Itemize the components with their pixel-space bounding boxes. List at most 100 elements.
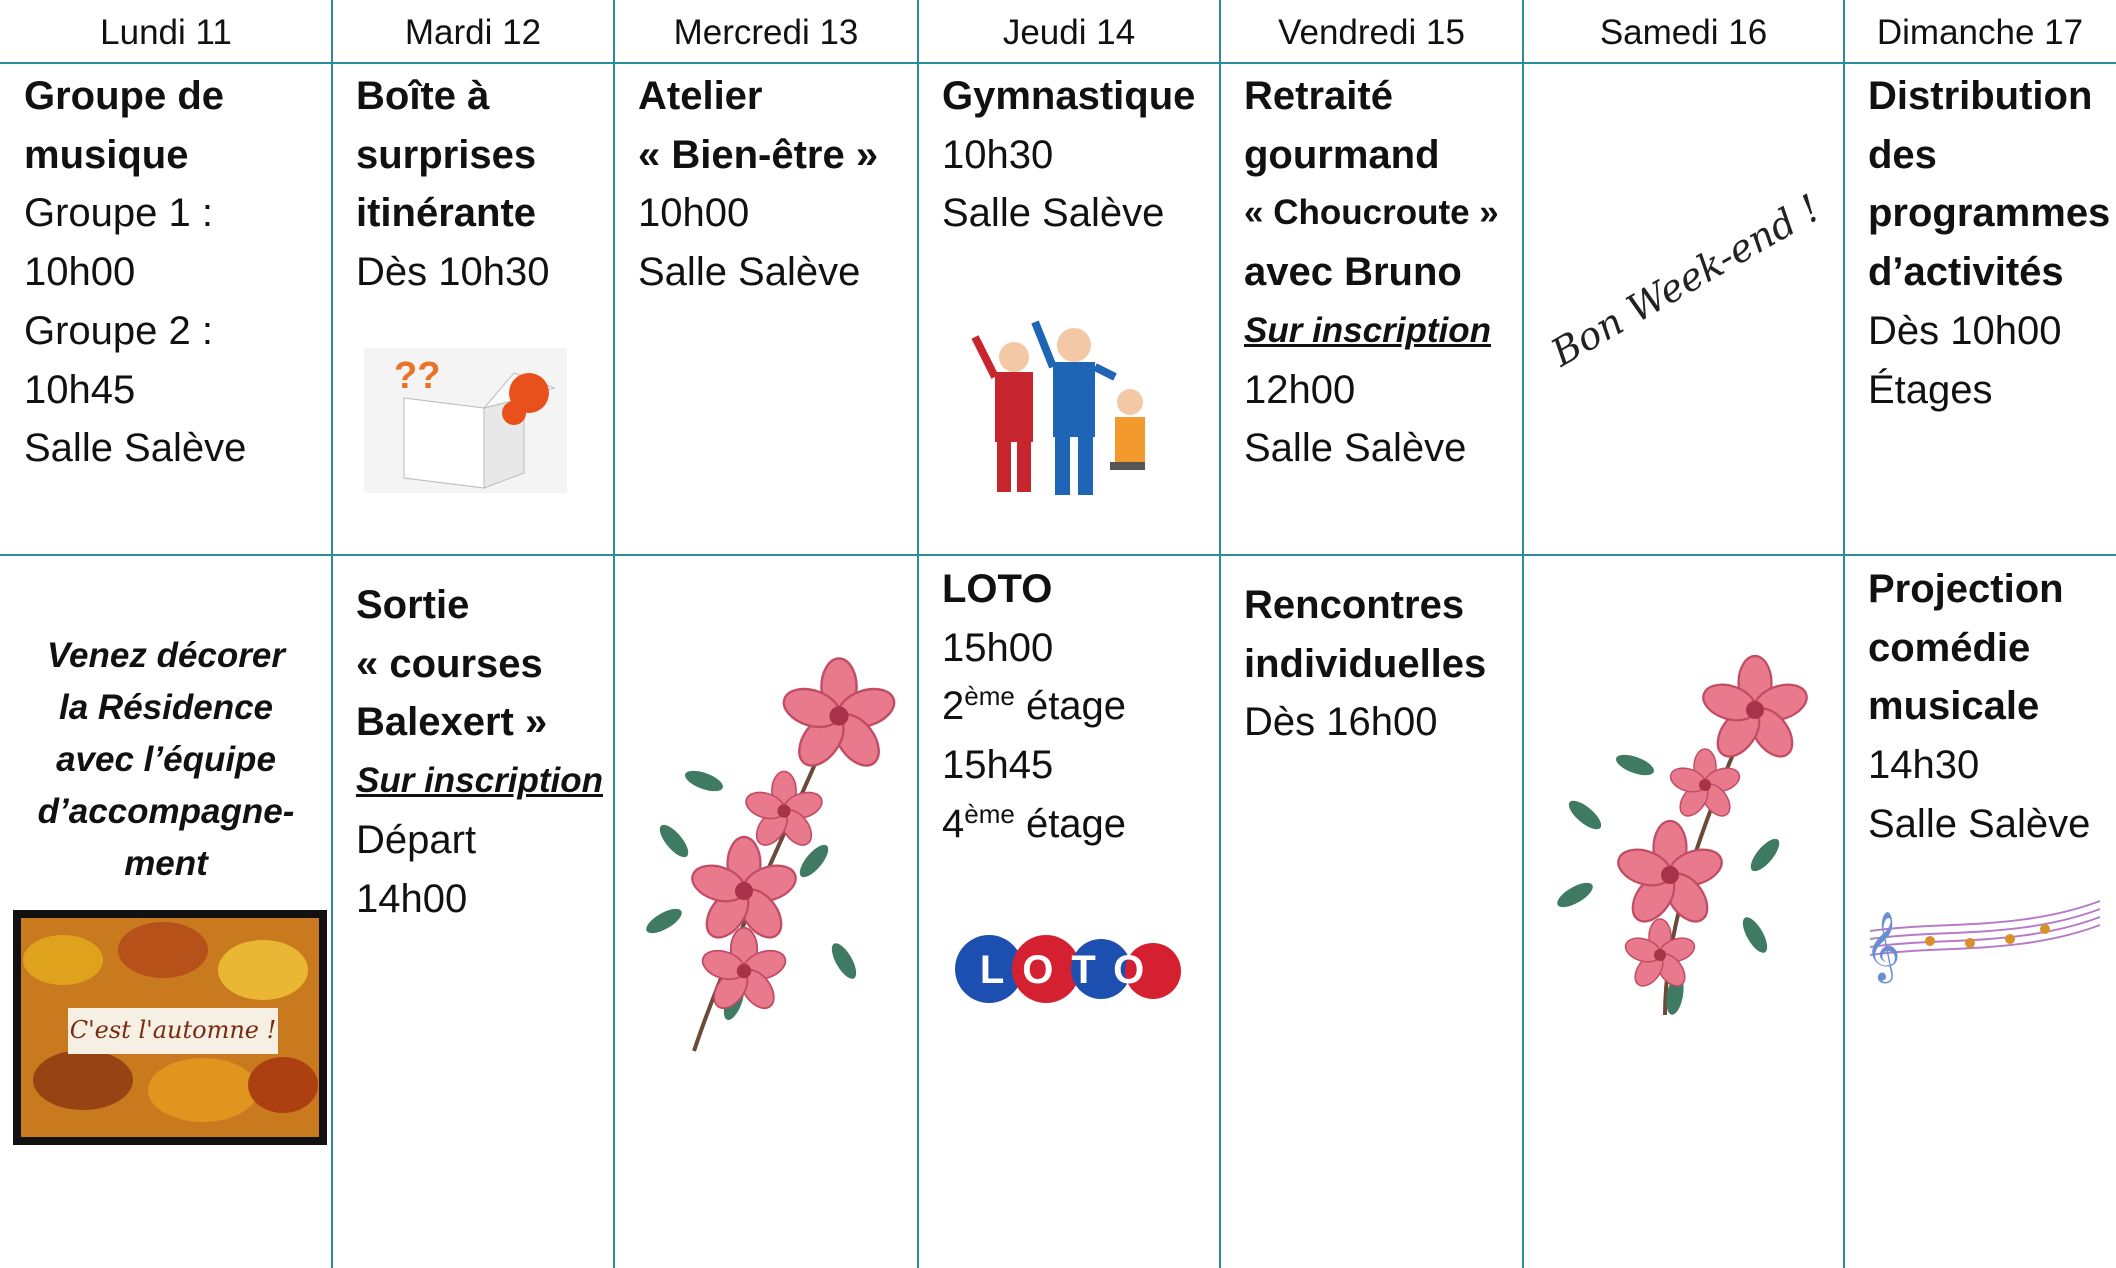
cell-line: 14h30: [1868, 743, 1980, 788]
cell-line: Projection: [1868, 567, 2064, 611]
weekend-text: Bon Week-end !: [1543, 186, 1828, 376]
cell-line: Dès 10h30: [356, 250, 550, 295]
cell-line: Groupe 1 :: [24, 191, 214, 236]
day-header: Samedi 16: [1599, 13, 1768, 52]
loto-text: LOTO: [980, 948, 1162, 992]
autumn-text: C'est l'automne !: [70, 1016, 277, 1044]
cell-line: Groupe 2 :: [24, 308, 214, 353]
cell-line: 10h00: [638, 191, 750, 236]
cell-line: 10h00: [24, 250, 136, 295]
superscript: ème: [964, 798, 1015, 829]
column-line: [1522, 0, 1524, 1268]
cell: Retraité gourmand « Choucroute » avec Bruno…: [1220, 67, 1523, 478]
cell-line: Groupe de: [24, 74, 225, 118]
cell: Distribution des programmes d’activités Dès …: [1844, 67, 2116, 419]
cell-line: gourmand: [1244, 132, 1440, 177]
cell-line: Salle Salève: [24, 426, 247, 471]
day-header: Vendredi 15: [1278, 13, 1465, 52]
cell-line: itinérante: [356, 191, 537, 236]
question-marks: ??: [394, 355, 440, 397]
column-line: [1843, 0, 1845, 1268]
line-text: 4: [942, 801, 965, 846]
cell-line: Retraité: [1244, 74, 1393, 118]
cell-line: d’activités: [1868, 250, 2064, 295]
cell-line: comédie: [1868, 625, 2031, 670]
cell-line: Distribution: [1868, 74, 2093, 118]
cell: Groupe de musique Groupe 1 : 10h00 Groupe 2 …: [0, 67, 332, 478]
cell-line: Sur inscription: [356, 761, 603, 801]
cell-line: 15h45: [942, 743, 1054, 788]
cell-line: « Choucroute »: [1244, 193, 1499, 233]
cell: Projection comédie musicale 14h30 Salle Salè…: [1844, 560, 2116, 854]
cell: Rencontres individuelles Dès 16h00: [1220, 576, 1523, 752]
cell-line: Rencontres: [1244, 583, 1465, 627]
cell-line: Dès 10h00: [1868, 308, 2062, 353]
cell-line: 15h00: [942, 625, 1054, 670]
cell-line: Sur inscription: [1244, 310, 1491, 350]
cell-line: Salle Salève: [1868, 801, 2091, 846]
line-text: étage: [1014, 801, 1127, 846]
day-header: Jeudi 14: [1002, 13, 1136, 52]
cell-line: individuelles: [1244, 641, 1487, 686]
autumn-picture: C'est l'automne !: [13, 910, 327, 1145]
cell-line: Étages: [1868, 367, 1993, 412]
cell-line: Gymnastique: [942, 74, 1196, 118]
cell: LOTO 15h00 2ème étage 15h45 4ème étage: [918, 560, 1220, 854]
row-line: [0, 62, 2116, 64]
cell-line: Atelier: [638, 74, 763, 118]
cell-line: avec Bruno: [1244, 250, 1462, 295]
day-header: Dimanche 17: [1876, 13, 2084, 52]
cell-line: Venez décorer: [47, 636, 285, 675]
column-line: [1219, 0, 1221, 1268]
cell: Venez décorer la Résidence avec l’équipe d’…: [0, 630, 332, 890]
cell-line: 10h30: [942, 132, 1054, 177]
cell-line: Sortie: [356, 583, 470, 627]
cell: Atelier « Bien-être » 10h00 Salle Salève: [614, 67, 918, 302]
cell-line: 2ème étage: [942, 677, 1220, 736]
cell-line: Départ: [356, 817, 477, 862]
cell: Sortie « courses Balexert » Sur inscription…: [332, 576, 614, 928]
day-header: Mardi 12: [404, 13, 542, 52]
column-line: [331, 0, 333, 1268]
cell-line: « courses: [356, 641, 543, 686]
row-line: [0, 554, 2116, 556]
cell-line: Balexert »: [356, 700, 548, 745]
cell-line: 10h45: [24, 367, 136, 412]
cell-line: 4ème étage: [942, 795, 1220, 854]
cell-line: 14h00: [356, 876, 468, 921]
weekend-note: Bon Week-end !: [1543, 186, 1828, 376]
column-line: [613, 0, 615, 1268]
cell-line: Dès 16h00: [1244, 700, 1438, 745]
loto-logo: LOTO: [955, 935, 1181, 1003]
cell-line: programmes: [1868, 191, 2111, 236]
cell-line: « Bien-être »: [638, 132, 879, 177]
gym-illustration: [971, 320, 1145, 495]
cell-line: ment: [124, 844, 208, 883]
cell-line: 12h00: [1244, 367, 1356, 412]
day-header: Lundi 11: [100, 13, 232, 52]
cell-line: Salle Salève: [638, 250, 861, 295]
cell-line: surprises: [356, 132, 537, 177]
superscript: ème: [964, 681, 1015, 712]
cell-line: la Résidence: [59, 688, 273, 727]
cell: Boîte à surprises itinérante Dès 10h30: [332, 67, 614, 302]
cell-line: d’accompagne-: [37, 792, 295, 831]
cell-line: des: [1868, 132, 1937, 177]
cell-line: Salle Salève: [1244, 426, 1467, 471]
cell-line: Boîte à: [356, 74, 490, 118]
line-text: étage: [1014, 684, 1127, 729]
flower-illustration: [642, 657, 901, 1052]
column-line: [917, 0, 919, 1268]
cell-line: LOTO: [942, 567, 1053, 611]
clef: 𝄞: [1865, 912, 1900, 983]
cell-line: musique: [24, 132, 189, 177]
gift-illustration: ??: [364, 348, 567, 493]
cell-line: Salle Salève: [942, 191, 1165, 236]
day-header: Mercredi 13: [673, 13, 859, 52]
line-text: 2: [942, 684, 965, 729]
cell-line: avec l’équipe: [56, 740, 276, 779]
music-illustration: 𝄞: [1865, 900, 2101, 983]
flower-illustration: [1553, 654, 1813, 1017]
cell-line: musicale: [1868, 684, 2040, 729]
